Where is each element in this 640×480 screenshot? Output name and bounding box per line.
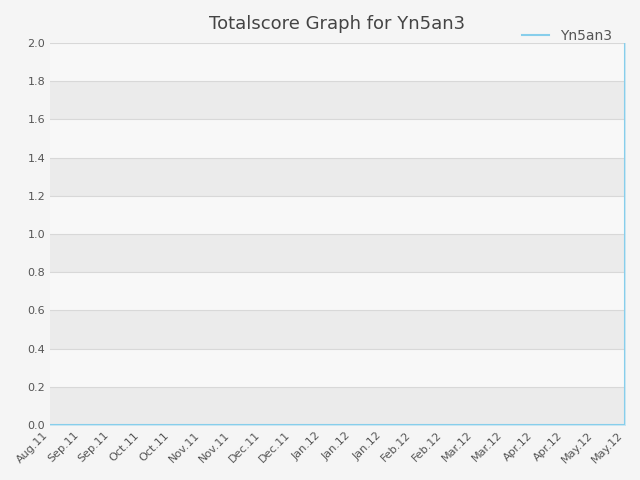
Yn5an3 [319, 422, 326, 428]
Yn5an3 [440, 422, 447, 428]
Bar [50, 120, 625, 157]
Yn5an3 [379, 422, 387, 428]
Yn5an3 [46, 422, 54, 428]
Line: Yn5an3: Yn5an3 [50, 43, 625, 425]
Title: Totalscore Graph for Yn5an3: Totalscore Graph for Yn5an3 [209, 15, 465, 33]
Yn5an3 [349, 422, 356, 428]
Yn5an3 [107, 422, 115, 428]
Yn5an3 [228, 422, 236, 428]
Yn5an3 [198, 422, 205, 428]
Yn5an3 [470, 422, 477, 428]
Yn5an3 [258, 422, 266, 428]
Yn5an3 [500, 422, 508, 428]
Bar [50, 234, 625, 272]
Bar [50, 81, 625, 120]
Bar [50, 272, 625, 311]
Legend: Yn5an3: Yn5an3 [516, 23, 618, 48]
Bar [50, 43, 625, 81]
Yn5an3 [167, 422, 175, 428]
Yn5an3 [591, 422, 598, 428]
Yn5an3 [288, 422, 296, 428]
Yn5an3 [621, 40, 629, 46]
Yn5an3 [76, 422, 84, 428]
Bar [50, 387, 625, 425]
Yn5an3 [410, 422, 417, 428]
Yn5an3 [561, 422, 568, 428]
Yn5an3 [531, 422, 538, 428]
Yn5an3 [621, 422, 629, 428]
Yn5an3 [137, 422, 145, 428]
Bar [50, 157, 625, 196]
Bar [50, 348, 625, 387]
Bar [50, 311, 625, 348]
Bar [50, 196, 625, 234]
